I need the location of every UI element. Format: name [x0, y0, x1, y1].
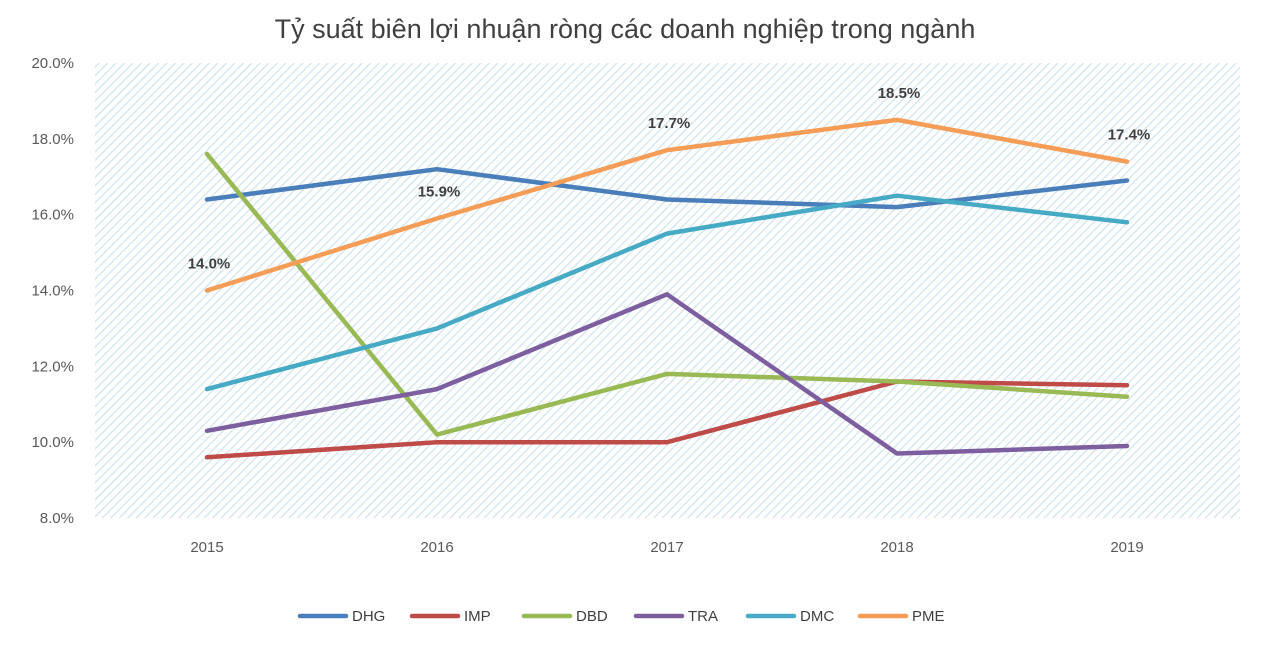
data-label-pme: 17.4% — [1108, 127, 1151, 144]
series-line-tra — [204, 292, 1130, 456]
y-tick-label: 12.0% — [31, 358, 74, 375]
x-tick-label: 2015 — [190, 539, 223, 556]
y-tick-label: 16.0% — [31, 207, 74, 224]
data-label-pme: 14.0% — [188, 256, 231, 273]
x-axis-ticks: 2015 2016 2017 2018 2019 — [190, 539, 1143, 556]
y-tick-label: 18.0% — [31, 131, 74, 148]
chart-title: Tỷ suất biên lợi nhuận ròng các doanh ng… — [275, 14, 976, 44]
series-line-imp — [204, 379, 1130, 460]
y-tick-label: 10.0% — [31, 434, 74, 451]
x-tick-label: 2017 — [650, 539, 683, 556]
legend-label-dbd: DBD — [576, 608, 608, 625]
legend-label-dhg: DHG — [352, 608, 385, 625]
y-axis-ticks: 8.0% 10.0% 12.0% 14.0% 16.0% 18.0% 20.0% — [31, 55, 74, 527]
legend-label-pme: PME — [912, 608, 945, 625]
data-label-pme: 17.7% — [648, 115, 691, 132]
series-line-dhg — [204, 166, 1130, 210]
y-tick-label: 8.0% — [40, 510, 74, 527]
x-tick-label: 2018 — [880, 539, 913, 556]
data-label-pme: 18.5% — [878, 85, 921, 102]
x-tick-label: 2019 — [1110, 539, 1143, 556]
data-label-pme: 15.9% — [418, 183, 461, 200]
data-labels: 14.0% 15.9% 17.7% 18.5% 17.4% — [188, 85, 1151, 273]
y-tick-label: 20.0% — [31, 55, 74, 72]
legend-label-dmc: DMC — [800, 608, 834, 625]
legend-label-tra: TRA — [688, 608, 718, 625]
x-tick-label: 2016 — [420, 539, 453, 556]
series-line-pme — [204, 117, 1130, 293]
series-line-dbd — [204, 151, 1130, 437]
series-lines — [204, 117, 1130, 460]
series-line-dmc — [204, 193, 1130, 392]
y-tick-label: 14.0% — [31, 283, 74, 300]
legend: DHG IMP DBD TRA DMC PME — [297, 608, 945, 625]
legend-label-imp: IMP — [464, 608, 491, 625]
